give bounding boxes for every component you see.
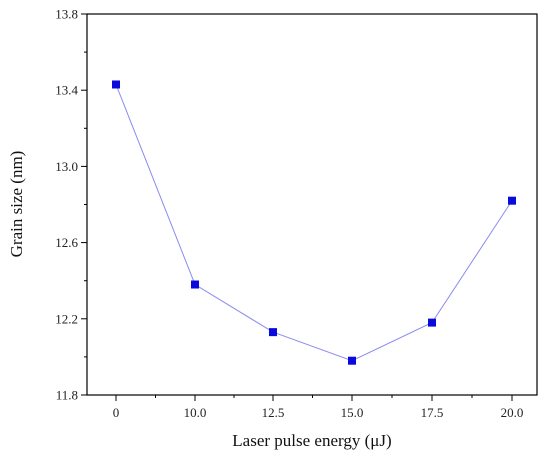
- data-point: [112, 80, 120, 89]
- y-axis: 11.8 12.2 12.6 13.0 13.4 13.8: [55, 7, 87, 403]
- data-point: [428, 318, 436, 327]
- x-axis-title: Laser pulse energy (μJ): [232, 431, 391, 450]
- series-line: [115, 84, 513, 362]
- y-tick-label: 13.0: [55, 159, 78, 174]
- x-tick-label: 17.5: [421, 405, 444, 420]
- y-tick-label: 11.8: [56, 388, 78, 403]
- x-axis: 0 10.0 12.5 15.0 17.5 20.0: [113, 395, 524, 420]
- x-tick-label: 12.5: [262, 405, 285, 420]
- y-axis-title: Grain size (nm): [7, 151, 26, 258]
- x-tick-label: 10.0: [184, 405, 207, 420]
- data-point: [348, 356, 356, 365]
- y-tick-label: 12.6: [55, 235, 78, 250]
- x-tick-label: 20.0: [501, 405, 524, 420]
- plot-frame: [86, 13, 538, 396]
- data-point: [269, 328, 277, 337]
- x-tick-label: 15.0: [341, 405, 364, 420]
- y-tick-label: 13.8: [55, 7, 78, 22]
- data-point: [191, 280, 199, 289]
- data-point: [508, 196, 516, 205]
- data-points: [112, 80, 516, 365]
- x-tick-label: 0: [113, 405, 120, 420]
- y-tick-label: 13.4: [55, 83, 78, 98]
- y-tick-label: 12.2: [55, 311, 78, 326]
